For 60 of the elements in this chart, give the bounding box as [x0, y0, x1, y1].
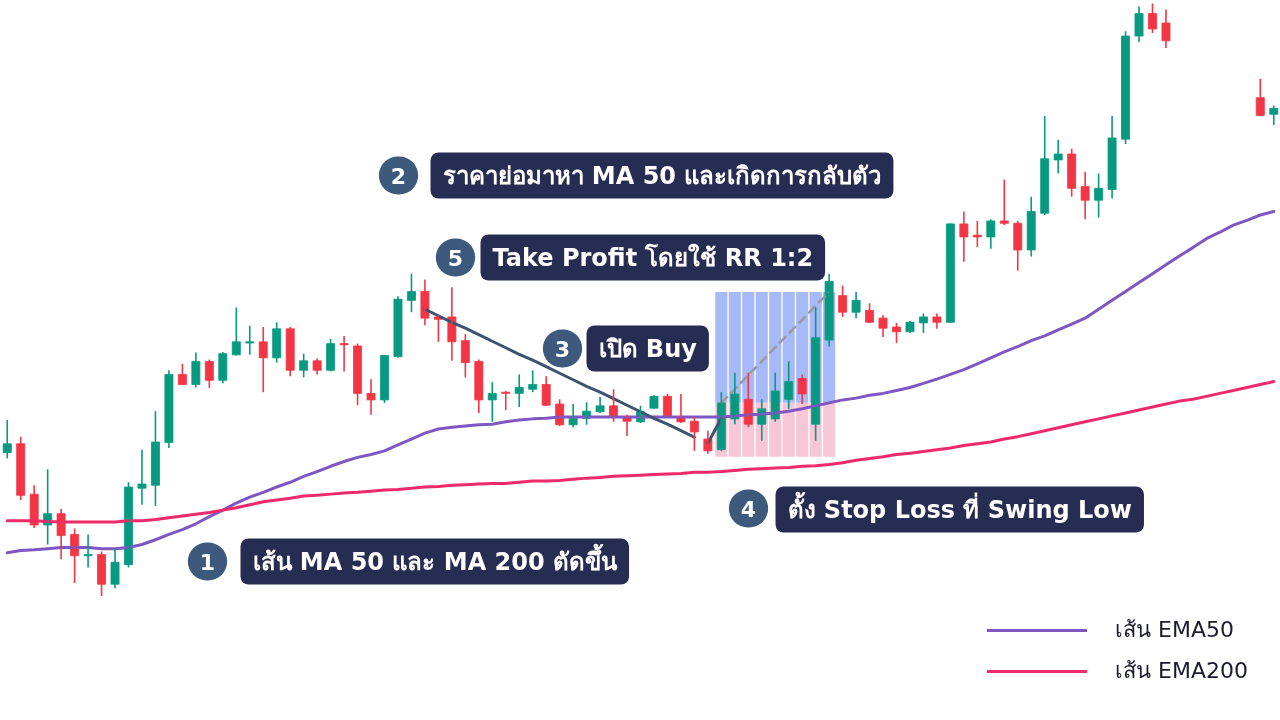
candlestick [1161, 8, 1171, 49]
candlestick [204, 358, 214, 389]
candlestick [595, 396, 605, 414]
candlestick [1148, 2, 1157, 34]
candlestick [1094, 172, 1104, 219]
candlestick [177, 362, 187, 386]
candlestick [218, 351, 228, 385]
candlestick [83, 533, 93, 569]
candlestick [474, 358, 484, 414]
annotation: ราคาย่อมาหา MA 50 และเกิดการกลับตัว [442, 161, 882, 190]
annotation: เส้น MA 50 และ MA 200 ตัดขึ้น [252, 542, 619, 576]
annotation: 5 [447, 245, 464, 271]
annotation: 3 [554, 336, 571, 362]
candlestick [649, 394, 659, 410]
candlestick [986, 218, 996, 250]
candlestick [541, 375, 551, 407]
annotation: เปิด Buy [598, 334, 698, 363]
candlestick [299, 352, 309, 379]
candlestick [1080, 170, 1090, 220]
candlestick [838, 284, 848, 318]
annotation: Take Profit โดยใช้ RR 1:2 [492, 242, 814, 272]
candlestick [892, 322, 901, 344]
candlestick [407, 272, 416, 313]
candlestick [1067, 147, 1077, 198]
candlestick [1107, 115, 1117, 200]
candlestick [1053, 138, 1063, 175]
candlestick [945, 222, 955, 324]
annotation: 4 [740, 496, 757, 522]
candlestick [366, 378, 376, 416]
candlestick [339, 335, 349, 373]
annotation: 2 [390, 163, 407, 189]
candlestick [932, 312, 942, 330]
candlestick [245, 325, 255, 356]
candlestick [285, 326, 295, 377]
candlestick [151, 410, 160, 507]
candlestick [999, 178, 1009, 226]
candlestick [1121, 30, 1130, 145]
candlestick [972, 220, 982, 248]
candlestick [97, 550, 106, 597]
candlestick [191, 351, 201, 389]
candlestick [878, 314, 888, 338]
candlestick [393, 295, 403, 359]
legend-label: เส้น EMA200 [1115, 657, 1248, 685]
annotation: ตั้ง Stop Loss ที่ Swing Low [787, 490, 1132, 524]
candlestick [689, 416, 699, 452]
candlestick [326, 338, 336, 373]
candlestick [380, 354, 389, 404]
candlestick [865, 302, 874, 324]
candlestick [919, 312, 928, 334]
candlestick [1134, 5, 1144, 43]
candlestick [959, 210, 969, 263]
candlestick [110, 547, 120, 590]
candlestick [460, 333, 470, 379]
legend-label: เส้น EMA50 [1115, 616, 1234, 644]
candlestick [137, 448, 147, 506]
candlestick [312, 357, 322, 376]
candlestick [851, 291, 861, 319]
annotation: 1 [199, 549, 216, 575]
candlestick [353, 342, 362, 407]
candlestick [164, 369, 174, 449]
